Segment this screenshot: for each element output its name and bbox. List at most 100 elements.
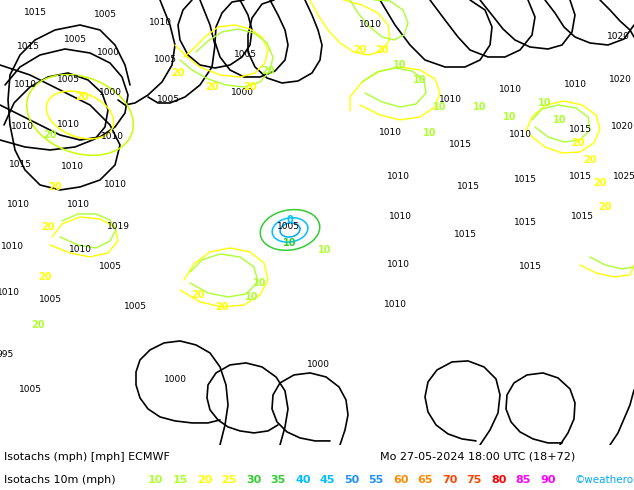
Text: 1015: 1015 [453, 230, 477, 240]
Text: 1010: 1010 [384, 300, 406, 310]
Text: 1000: 1000 [96, 49, 119, 57]
Text: 20: 20 [205, 82, 219, 92]
Text: 1010: 1010 [103, 180, 127, 190]
Text: 995: 995 [0, 350, 13, 360]
Text: 20: 20 [216, 302, 229, 312]
Text: 35: 35 [271, 475, 286, 485]
Text: 1010: 1010 [60, 163, 84, 172]
Text: 1010: 1010 [101, 132, 124, 142]
Text: 20: 20 [375, 45, 389, 55]
Text: 10: 10 [538, 98, 552, 108]
Text: 1010: 1010 [56, 121, 79, 129]
Text: 1010: 1010 [498, 85, 522, 95]
Text: 1019: 1019 [107, 222, 129, 231]
Text: 1015: 1015 [514, 175, 536, 184]
Text: 1010: 1010 [0, 289, 20, 297]
Text: ©weatheronline.co.uk: ©weatheronline.co.uk [575, 475, 634, 485]
Text: 1000: 1000 [231, 89, 254, 98]
Text: 1015: 1015 [519, 263, 541, 271]
Text: 1005: 1005 [153, 55, 176, 65]
Text: 1010: 1010 [6, 200, 30, 209]
Text: 1015: 1015 [569, 125, 592, 134]
Text: 20: 20 [38, 272, 52, 282]
Text: 1005: 1005 [93, 10, 117, 20]
Text: 1010: 1010 [508, 130, 531, 140]
Text: 10: 10 [503, 112, 517, 122]
Text: 15: 15 [172, 475, 188, 485]
Text: 1015: 1015 [23, 8, 46, 18]
Text: 25: 25 [221, 475, 237, 485]
Polygon shape [450, 293, 565, 345]
Text: 10: 10 [433, 102, 447, 112]
Text: 20: 20 [48, 182, 61, 192]
Text: 1020: 1020 [609, 75, 631, 84]
Text: 1010: 1010 [564, 80, 586, 90]
Text: 1005: 1005 [98, 263, 122, 271]
Text: 1010: 1010 [358, 21, 382, 29]
Text: 1015: 1015 [514, 219, 536, 227]
Text: 1010: 1010 [1, 243, 23, 251]
Text: 10: 10 [253, 278, 267, 288]
Text: 20: 20 [171, 68, 184, 78]
Text: 20: 20 [41, 222, 55, 232]
Text: 1005: 1005 [63, 35, 86, 45]
Text: 10: 10 [393, 60, 407, 70]
Text: 50: 50 [344, 475, 359, 485]
Text: 1000: 1000 [164, 375, 186, 385]
Text: 1005: 1005 [56, 75, 79, 84]
Text: 20: 20 [261, 66, 275, 76]
Text: 20: 20 [598, 202, 612, 212]
Text: 1010: 1010 [387, 261, 410, 270]
Text: 80: 80 [491, 475, 507, 485]
Text: 10: 10 [318, 245, 332, 255]
Text: Mo 27-05-2024 18:00 UTC (18+72): Mo 27-05-2024 18:00 UTC (18+72) [380, 452, 575, 462]
Text: 1010: 1010 [378, 128, 401, 138]
Text: 1010: 1010 [389, 213, 411, 221]
Text: 20: 20 [75, 92, 89, 102]
Polygon shape [130, 345, 275, 445]
Text: 1000: 1000 [306, 361, 330, 369]
Text: 20: 20 [353, 45, 366, 55]
Text: 1010: 1010 [67, 200, 89, 209]
Text: 55: 55 [368, 475, 384, 485]
Text: 10: 10 [245, 292, 259, 302]
Text: 1005: 1005 [157, 96, 179, 104]
Text: 10: 10 [424, 128, 437, 138]
Text: 10: 10 [148, 475, 164, 485]
Text: 1010: 1010 [148, 19, 172, 27]
Text: 1015: 1015 [448, 141, 472, 149]
Text: 1015: 1015 [456, 182, 479, 192]
Text: 1015: 1015 [569, 172, 592, 181]
Text: 1025: 1025 [612, 172, 634, 181]
Text: 20: 20 [191, 290, 205, 300]
Text: 20: 20 [593, 178, 607, 188]
Text: 20: 20 [583, 155, 597, 165]
Text: 70: 70 [442, 475, 457, 485]
Text: 1000: 1000 [98, 89, 122, 98]
Text: 1005: 1005 [276, 222, 299, 231]
Text: 1005: 1005 [233, 50, 257, 59]
Text: 1005: 1005 [39, 295, 61, 304]
Text: 20: 20 [43, 130, 57, 140]
Text: 85: 85 [515, 475, 531, 485]
Text: 1010: 1010 [68, 245, 91, 254]
Text: 10: 10 [473, 102, 487, 112]
Polygon shape [0, 0, 190, 145]
Text: 65: 65 [418, 475, 433, 485]
Text: 60: 60 [393, 475, 408, 485]
Text: 20: 20 [197, 475, 212, 485]
Text: 1020: 1020 [611, 122, 633, 131]
Text: 1010: 1010 [13, 80, 37, 90]
Text: 1005: 1005 [18, 386, 41, 394]
Text: Isotachs 10m (mph): Isotachs 10m (mph) [4, 475, 115, 485]
Text: 1020: 1020 [607, 32, 630, 42]
Text: 1010: 1010 [439, 96, 462, 104]
Text: 75: 75 [467, 475, 482, 485]
Text: 45: 45 [320, 475, 335, 485]
Text: 1010: 1010 [387, 172, 410, 181]
Text: 20: 20 [243, 82, 257, 92]
Text: Isotachs (mph) [mph] ECMWF: Isotachs (mph) [mph] ECMWF [4, 452, 170, 462]
Text: 20: 20 [571, 138, 585, 148]
Text: 1010: 1010 [11, 122, 34, 131]
Text: 30: 30 [246, 475, 261, 485]
